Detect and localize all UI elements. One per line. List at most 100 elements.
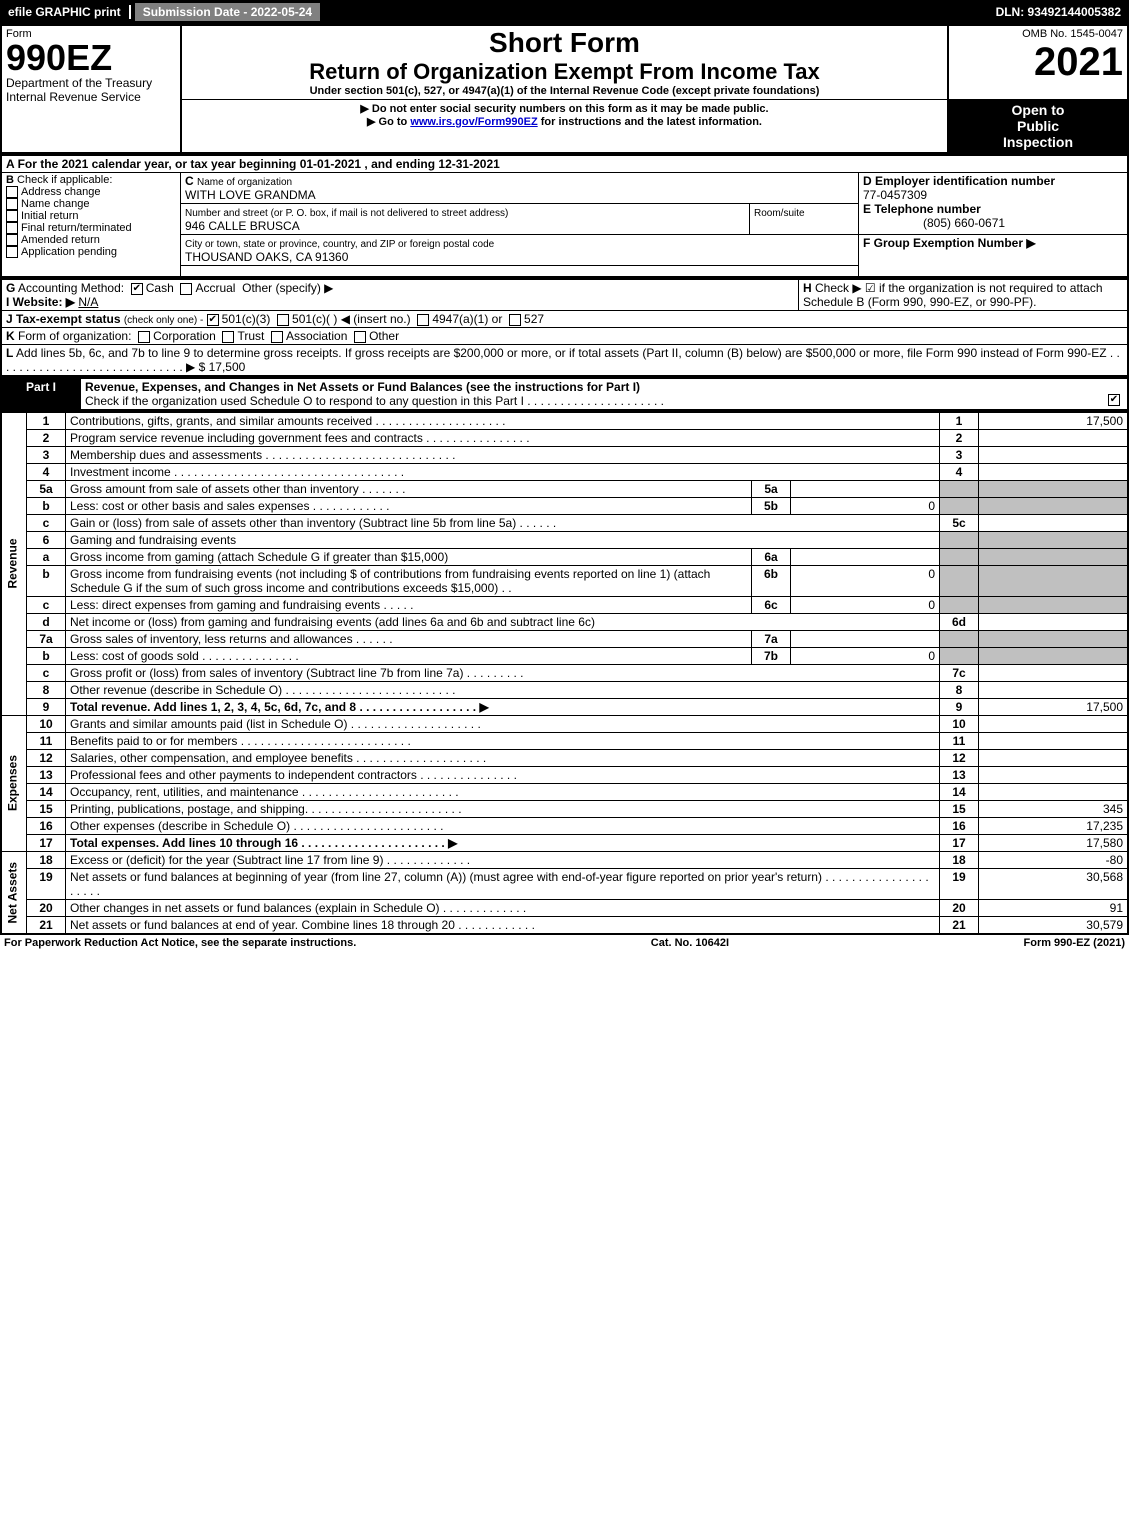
sub-box: 6c — [752, 596, 791, 613]
line-no: 2 — [27, 429, 66, 446]
check-initial-return[interactable] — [6, 210, 18, 222]
line-no: a — [27, 548, 66, 565]
goto-suffix: for instructions and the latest informat… — [541, 116, 762, 128]
line-desc: Gross sales of inventory, less returns a… — [66, 630, 752, 647]
line-value — [979, 681, 1129, 698]
check-corp[interactable] — [138, 331, 150, 343]
line-value — [979, 596, 1129, 613]
cat-no: Cat. No. 10642I — [651, 937, 729, 949]
line-value — [979, 630, 1129, 647]
line-desc: Net assets or fund balances at end of ye… — [66, 916, 940, 934]
check-501c[interactable] — [277, 314, 289, 326]
line-desc: Less: cost or other basis and sales expe… — [66, 497, 752, 514]
line-desc: Gain or (loss) from sale of assets other… — [66, 514, 940, 531]
check-4947[interactable] — [417, 314, 429, 326]
k-label: K — [6, 329, 15, 343]
line-no: 21 — [27, 916, 66, 934]
box-no: 21 — [940, 916, 979, 934]
line-value — [979, 446, 1129, 463]
box-no — [940, 630, 979, 647]
box-no — [940, 647, 979, 664]
dept-label: Department of the Treasury Internal Reve… — [6, 76, 176, 104]
part-i-label: Part I — [1, 378, 81, 410]
check-schedule-o[interactable] — [1108, 394, 1120, 406]
street: 946 CALLE BRUSCA — [185, 219, 300, 233]
h-text: Check ▶ ☑ if the organization is not req… — [803, 281, 1103, 309]
check-address-change[interactable] — [6, 186, 18, 198]
check-trust[interactable] — [222, 331, 234, 343]
part-i-check: Check if the organization used Schedule … — [85, 394, 664, 408]
sub-val: 0 — [791, 497, 940, 514]
line-desc: Other changes in net assets or fund bala… — [66, 899, 940, 916]
section-expenses: Expenses — [1, 715, 27, 851]
website-value: N/A — [78, 295, 98, 309]
insert-no: ◀ (insert no.) — [341, 312, 411, 326]
top-bar: efile GRAPHIC print Submission Date - 20… — [0, 0, 1129, 24]
line-no: c — [27, 514, 66, 531]
check-app-pending[interactable] — [6, 246, 18, 258]
line-desc: Benefits paid to or for members . . . . … — [66, 732, 940, 749]
i-label: I Website: ▶ — [6, 295, 75, 309]
g-text: Accounting Method: — [18, 281, 124, 295]
phone: (805) 660-0671 — [863, 216, 1005, 230]
line-desc: Investment income . . . . . . . . . . . … — [66, 463, 940, 480]
line-value — [979, 732, 1129, 749]
check-501c3[interactable] — [207, 314, 219, 326]
501c-label: 501(c)( ) — [292, 312, 337, 326]
check-other-org[interactable] — [354, 331, 366, 343]
l-label: L — [6, 346, 13, 360]
527-label: 527 — [524, 312, 544, 326]
irs-url-link[interactable]: www.irs.gov/Form990EZ — [410, 116, 537, 128]
line-value — [979, 497, 1129, 514]
line-value — [979, 766, 1129, 783]
line-no: 12 — [27, 749, 66, 766]
final-return-label: Final return/terminated — [21, 222, 132, 234]
name-change-label: Name change — [21, 198, 90, 210]
check-assoc[interactable] — [271, 331, 283, 343]
box-no: 13 — [940, 766, 979, 783]
d-label: D Employer identification number — [863, 174, 1055, 188]
efile-print-link[interactable]: efile GRAPHIC print — [0, 5, 131, 19]
a-text: For the 2021 calendar year, or tax year … — [18, 157, 500, 171]
line-desc: Grants and similar amounts paid (list in… — [66, 715, 940, 732]
section-revenue: Revenue — [1, 412, 27, 716]
line-no: 6 — [27, 531, 66, 548]
box-no: 7c — [940, 664, 979, 681]
line-no: 20 — [27, 899, 66, 916]
check-name-change[interactable] — [6, 198, 18, 210]
line-value — [979, 664, 1129, 681]
check-cash[interactable] — [131, 283, 143, 295]
box-no: 17 — [940, 834, 979, 851]
city-label: City or town, state or province, country… — [185, 239, 494, 250]
check-amended[interactable] — [6, 234, 18, 246]
line-desc: Net income or (loss) from gaming and fun… — [66, 613, 940, 630]
check-accrual[interactable] — [180, 283, 192, 295]
line-no: 16 — [27, 817, 66, 834]
line-value: 91 — [979, 899, 1129, 916]
omb-number: OMB No. 1545-0047 — [953, 28, 1123, 40]
line-no: 11 — [27, 732, 66, 749]
sub-val — [791, 630, 940, 647]
org-name: WITH LOVE GRANDMA — [185, 188, 316, 202]
line-no: 18 — [27, 851, 66, 868]
line-value — [979, 647, 1129, 664]
street-label: Number and street (or P. O. box, if mail… — [185, 208, 508, 219]
line-value — [979, 480, 1129, 497]
form-ref: Form 990-EZ (2021) — [1024, 937, 1125, 949]
box-no: 15 — [940, 800, 979, 817]
box-no — [940, 497, 979, 514]
box-no: 12 — [940, 749, 979, 766]
line-value — [979, 548, 1129, 565]
line-desc: Less: cost of goods sold . . . . . . . .… — [66, 647, 752, 664]
line-desc: Contributions, gifts, grants, and simila… — [66, 412, 940, 430]
line-desc: Other revenue (describe in Schedule O) .… — [66, 681, 940, 698]
4947-label: 4947(a)(1) or — [432, 312, 502, 326]
line-desc: Gross amount from sale of assets other t… — [66, 480, 752, 497]
identification-table: A For the 2021 calendar year, or tax yea… — [0, 154, 1129, 278]
h-label: H — [803, 281, 812, 295]
check-final-return[interactable] — [6, 222, 18, 234]
line-no: 19 — [27, 868, 66, 899]
public: Public — [953, 118, 1123, 134]
part-i-header-table: Part I Revenue, Expenses, and Changes in… — [0, 377, 1129, 411]
check-527[interactable] — [509, 314, 521, 326]
